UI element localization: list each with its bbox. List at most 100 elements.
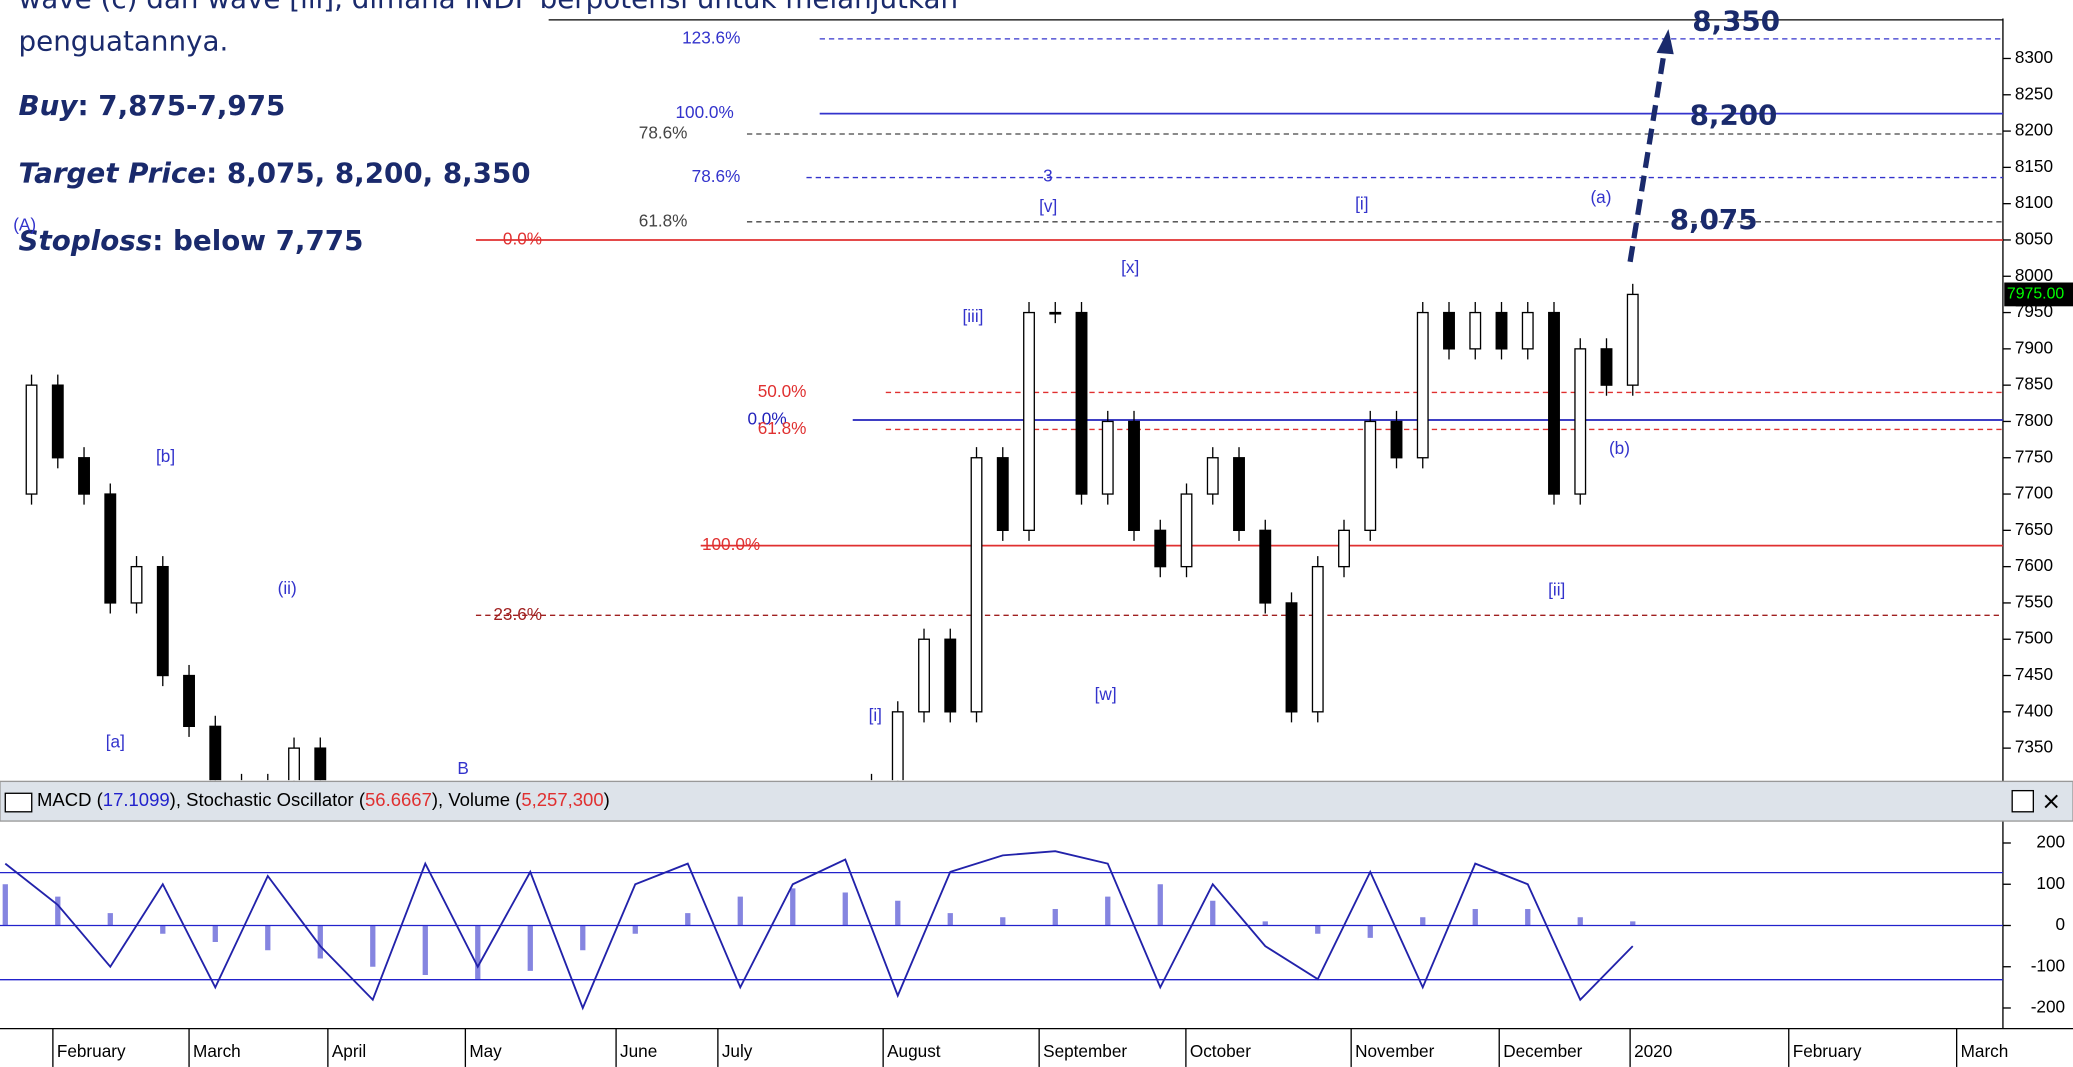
y-tick-label: 8000 <box>2015 265 2053 285</box>
macd-bar <box>1210 900 1216 926</box>
x-tick-label: September <box>1043 1041 1127 1061</box>
candle <box>1154 529 1167 568</box>
buy-value: : 7,875-7,975 <box>78 89 286 122</box>
candle <box>1206 457 1219 495</box>
x-tick-label: November <box>1355 1041 1434 1061</box>
level-label: 78.6% <box>692 166 741 186</box>
candle <box>1233 457 1245 532</box>
macd-bar <box>685 913 691 926</box>
y-tick-label: 8050 <box>2015 228 2053 248</box>
macd-bar <box>947 913 953 926</box>
macd-bar <box>1577 917 1583 926</box>
y-tick-label: 0 <box>2056 914 2066 934</box>
y-tick-label: 8100 <box>2015 192 2053 212</box>
target: 8,200 <box>1690 98 1778 131</box>
candle <box>1128 420 1140 532</box>
macd-bar <box>1000 917 1006 926</box>
candle <box>1469 311 1482 350</box>
macd-bar <box>160 925 166 934</box>
y-tick-label: 200 <box>2036 832 2065 852</box>
wave-label: [v] <box>1039 196 1057 216</box>
macd-bar <box>317 925 323 959</box>
arrow-head <box>1656 29 1674 55</box>
x-tick-label: May <box>469 1041 502 1061</box>
y-tick-label: 100 <box>2036 873 2065 893</box>
wave-label: [a] <box>106 732 125 752</box>
wave-label: 3 <box>1043 166 1053 186</box>
text-line: wave (c) dan wave [iii], dimana INDF ber… <box>19 0 959 15</box>
candle <box>1443 311 1455 350</box>
target: 8,350 <box>1692 5 1780 38</box>
fib-levels: 123.6%100.0%78.6%78.6%61.8%0.0%50.0%0.0%… <box>475 27 2003 624</box>
level-label: 100.0% <box>675 102 733 122</box>
candle <box>1364 420 1377 532</box>
candle <box>1101 420 1114 495</box>
stop-label: Stoploss <box>19 224 153 257</box>
candle <box>104 493 117 604</box>
buy-line: Buy: 7,875-7,975 <box>19 89 286 122</box>
wave-label: (a) <box>1590 187 1611 207</box>
wave-label: [ii] <box>1548 580 1565 600</box>
y-tick-label: 7700 <box>2015 483 2053 503</box>
x-tick-label: 2020 <box>1634 1041 1672 1061</box>
level-label: 100.0% <box>702 534 760 554</box>
candle <box>996 457 1009 532</box>
candle <box>1049 311 1062 315</box>
x-tick-label: August <box>887 1041 941 1061</box>
candle <box>156 565 169 677</box>
macd-bar <box>790 888 796 926</box>
candle <box>130 565 143 604</box>
macd-bar <box>475 925 481 980</box>
wave-label: [iii] <box>962 306 983 326</box>
macd-bar <box>842 892 848 926</box>
y-tick-label: 8200 <box>2015 120 2053 140</box>
level-label: 78.6% <box>639 123 688 143</box>
wave-label: [i] <box>1355 193 1368 213</box>
macd-bar <box>895 900 901 926</box>
x-tick-label: February <box>1793 1041 1862 1061</box>
level-label: 61.8% <box>758 418 807 438</box>
wave-label: (A) <box>13 215 36 235</box>
wave-label: [i] <box>869 705 882 725</box>
macd-bar <box>1420 917 1426 926</box>
y-tick-label: 8300 <box>2015 47 2053 67</box>
macd-bar <box>265 925 271 951</box>
y-tick-label: 7450 <box>2015 664 2053 684</box>
macd-bar <box>1262 921 1268 926</box>
candle <box>1390 420 1403 459</box>
macd-bar <box>1525 908 1531 926</box>
panel-icon <box>4 792 33 813</box>
wave-label: [w] <box>1095 684 1117 704</box>
macd-bar <box>1315 925 1321 934</box>
wave-label: (ii) <box>278 578 297 598</box>
stochastic-line <box>4 850 1634 1011</box>
level-label: 0.0% <box>503 228 542 248</box>
candle <box>78 457 90 495</box>
title-part: 56.6667 <box>365 789 432 810</box>
target: 8,075 <box>1670 203 1758 236</box>
candle <box>1495 311 1508 350</box>
macd-bar <box>2 884 8 926</box>
wave-label: [b] <box>156 446 175 466</box>
candle <box>209 725 222 781</box>
y-tick-label: 7550 <box>2015 591 2053 611</box>
close-button[interactable]: × <box>2041 787 2061 815</box>
candle <box>1548 311 1560 495</box>
candles <box>25 283 1639 781</box>
y-tick-label: 7800 <box>2015 410 2053 430</box>
x-tick-label: February <box>57 1041 126 1061</box>
y-tick-label: 7350 <box>2015 737 2053 757</box>
candle <box>1075 311 1088 495</box>
macd-bar <box>1472 908 1478 926</box>
y-tick-label: 7850 <box>2015 374 2053 394</box>
x-tick-label: June <box>620 1041 657 1061</box>
candle <box>1521 311 1534 350</box>
maximize-button[interactable] <box>2011 789 2034 813</box>
title-part: ) <box>604 789 610 810</box>
title-part: ), Volume ( <box>432 789 522 810</box>
level-label: 23.6% <box>493 604 542 624</box>
candle <box>1416 311 1429 459</box>
y-tick-label: 8250 <box>2015 83 2053 103</box>
stop-value: 7,775 <box>266 224 363 257</box>
